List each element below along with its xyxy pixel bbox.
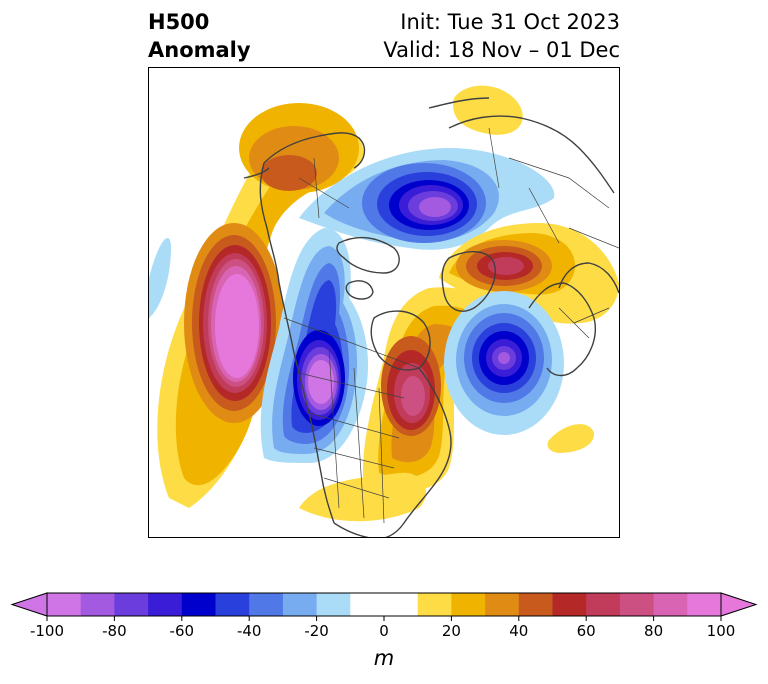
colorbar-bin-2: [114, 593, 149, 616]
colorbar-tick-label: 100: [707, 622, 736, 640]
coastlines: [243, 97, 619, 537]
colorbar-units: m: [373, 646, 395, 670]
colorbar-bin-3: [148, 593, 183, 616]
colorbar-bin-5: [215, 593, 250, 616]
anomaly-map: [148, 67, 620, 538]
colorbar-tick-label: -20: [304, 622, 329, 640]
anomaly-trough-west-edge: [149, 238, 171, 318]
anomaly-map-canvas: [149, 85, 619, 537]
anomaly-ridge-northeast-pacific: [157, 123, 364, 508]
colorbar-bin-18: [687, 593, 722, 616]
colorbar-bin-13: [518, 593, 553, 616]
colorbar-bin-9: [350, 593, 419, 616]
colorbar-bin-0: [47, 593, 82, 616]
colorbar-tick-label: 0: [379, 622, 389, 640]
colorbar-bin-6: [249, 593, 284, 616]
colorbar-under-arrow: [10, 592, 48, 617]
colorbar-tick-label: 40: [509, 622, 528, 640]
colorbar-bin-15: [586, 593, 621, 616]
anomaly-ridge-subtropical-atlantic: [547, 424, 595, 453]
colorbar-bin-1: [80, 593, 115, 616]
anomaly-ridge-siberia: [453, 85, 523, 135]
colorbar-bin-12: [485, 593, 520, 616]
colorbar-bin-8: [316, 593, 351, 616]
init-date: Init: Tue 31 Oct 2023: [400, 10, 620, 34]
colorbar-bin-10: [417, 593, 452, 616]
colorbar-tick-label: -100: [30, 622, 64, 640]
colorbar-tick-label: -60: [170, 622, 195, 640]
title-variable: H500: [148, 10, 210, 34]
anomaly-trough-arctic: [299, 148, 555, 250]
colorbar-bin-16: [619, 593, 655, 616]
anomaly-ridge-hudson-bay: [363, 287, 529, 493]
map-title: H500 Anomaly: [148, 8, 251, 64]
title-field: Anomaly: [148, 38, 251, 62]
colorbar-bin-11: [451, 593, 486, 616]
forecast-dates: Init: Tue 31 Oct 2023 Valid: 18 Nov – 01…: [383, 8, 620, 64]
colorbar: -100 -80 -60 -40 -20 0 20 40 60 80 100: [0, 585, 768, 684]
colorbar-bin-7: [282, 593, 318, 616]
colorbar-tick-label: -40: [237, 622, 262, 640]
colorbar-tick-label: 20: [442, 622, 461, 640]
anomaly-ridge-northwest: [239, 103, 359, 193]
colorbar-canvas: -100 -80 -60 -40 -20 0 20 40 60 80 100: [10, 592, 758, 640]
colorbar-tick-label: 80: [644, 622, 663, 640]
colorbar-bin-14: [552, 593, 587, 616]
valid-period: Valid: 18 Nov – 01 Dec: [383, 38, 620, 62]
colorbar-over-arrow: [720, 592, 758, 617]
colorbar-tick-label: -80: [102, 622, 127, 640]
colorbar-tick-label: 60: [577, 622, 596, 640]
political-borders: [283, 127, 619, 524]
colorbar-bin-4: [181, 593, 216, 616]
anomaly-trough-north-atlantic: [444, 291, 564, 435]
colorbar-bin-17: [653, 593, 688, 616]
anomaly-trough-western-north-america: [260, 228, 369, 463]
